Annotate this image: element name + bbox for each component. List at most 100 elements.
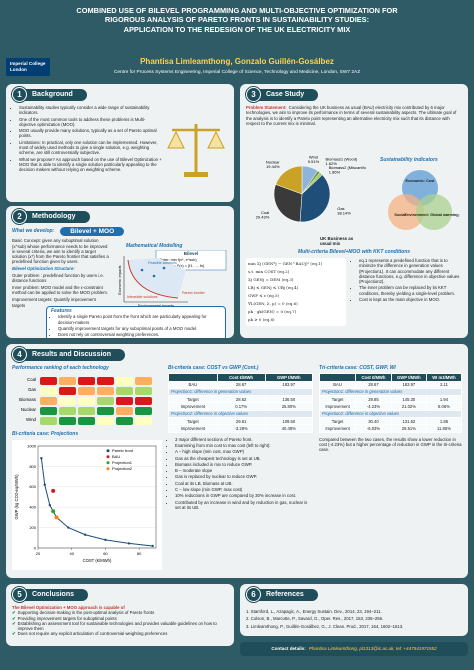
finding-item: 3 major different sections of Pareto fro… bbox=[175, 437, 313, 442]
pareto-label: Pareto frontier bbox=[182, 291, 206, 295]
finding-item: Gas as the cheapest technology is set at… bbox=[175, 456, 313, 461]
table-row: Target 29.61 109.50 bbox=[168, 417, 314, 426]
authors: Phantisa Limleamthong, Gonzalo Guillén-G… bbox=[140, 57, 334, 66]
bullet-item: MOO usually provide many solutions, typi… bbox=[19, 128, 162, 139]
pareto-line bbox=[40, 458, 153, 547]
legend-label: Projection1 bbox=[112, 460, 133, 465]
table-row: Improvement -3.28% 40.48% bbox=[168, 424, 314, 433]
pie-value-label: 9.51% bbox=[308, 159, 320, 164]
finding-item: Gas is replaced by nuclear to reduce GWP… bbox=[175, 474, 313, 479]
scale-base bbox=[184, 172, 208, 177]
legend-label: Pareto front bbox=[112, 448, 134, 453]
bullet-item: Sustainability studies typically conside… bbox=[19, 105, 162, 116]
results-table: Cost €/MWh GWP t/MWh BAU 28.67 183.97 Project… bbox=[168, 373, 314, 433]
conclusion-text: Establishing an assessment tool for sust… bbox=[17, 620, 217, 632]
x-tick-label: 40 bbox=[69, 551, 74, 556]
x-tick-label: 80 bbox=[137, 551, 142, 556]
table-cell: BAU bbox=[318, 380, 357, 389]
y-axis-label: Economic impacts bbox=[118, 265, 122, 294]
pareto-curve bbox=[127, 259, 179, 299]
rank-cell bbox=[97, 407, 114, 415]
features-title: Features bbox=[51, 308, 72, 314]
rank-cell bbox=[59, 387, 76, 395]
model-title: Mathematical Modelling bbox=[126, 243, 183, 249]
method-paragraph: Improvement targets: Quantify improvemen… bbox=[12, 297, 96, 308]
section-number: 1 bbox=[12, 87, 27, 102]
rank-cell bbox=[40, 387, 57, 395]
results-panel: 4 Results and Discussion Performance ranki… bbox=[6, 344, 468, 578]
rank-cell bbox=[97, 417, 114, 425]
rank-cell bbox=[135, 397, 152, 405]
feature-item: Does not rely on controversial weighting… bbox=[58, 332, 221, 337]
table-cell: -6.03% bbox=[355, 424, 392, 433]
table-cell: Projection2: difference in objective val… bbox=[319, 409, 462, 419]
section-heading: Methodology bbox=[22, 210, 90, 223]
rank-cell bbox=[40, 407, 57, 415]
x-tick-label: 60 bbox=[103, 551, 108, 556]
table-cell: -3.28% bbox=[216, 424, 266, 433]
feature-item: Quantify improvement targets for any sub… bbox=[58, 326, 221, 331]
header-cell: Cost €/MWh bbox=[355, 373, 392, 382]
y-tick-label: 800 bbox=[29, 464, 36, 469]
data-point bbox=[151, 544, 154, 548]
y-tick-label: 600 bbox=[29, 484, 36, 489]
equation: s.t. min COST (eq.2) bbox=[248, 269, 290, 274]
data-point bbox=[127, 542, 131, 545]
reference: 3. Limleamthong, P., Guillén-Gosálbez, G… bbox=[246, 623, 404, 629]
bullet-item: One of the most common tools to address … bbox=[19, 117, 162, 128]
pie-label: Gas bbox=[337, 206, 344, 211]
table-cell: 1.94 bbox=[425, 395, 463, 404]
conclusion-text: Providing improvement targets for subopt… bbox=[17, 615, 117, 621]
equation: Σj GENj = DEM (eq.3) bbox=[248, 277, 294, 282]
projections-title: Bi-criteria case: Projections bbox=[12, 431, 79, 437]
indicators-title: Sustainability indicators bbox=[380, 157, 438, 163]
conclusion-item: ✔ Providing improvement targets for subop… bbox=[12, 616, 228, 621]
develop-badge: Bilevel + MOO bbox=[60, 227, 125, 237]
technology-label: Nuclear bbox=[21, 407, 37, 412]
technology-label: Biomass bbox=[19, 397, 37, 402]
legend-label: Projection2 bbox=[112, 466, 133, 471]
finding-item: C – low slope (min GWP, max cost) bbox=[175, 487, 313, 492]
data-point bbox=[40, 457, 43, 460]
rank-cell bbox=[97, 397, 114, 405]
rank-cell bbox=[135, 387, 152, 395]
table-header: Cost €/MWh GWP t/MWh bbox=[168, 373, 314, 382]
background-text: Sustainability studies typically conside… bbox=[12, 105, 162, 173]
problem-label: Problem Statement: bbox=[246, 105, 287, 110]
section-number: 2 bbox=[12, 209, 27, 224]
rank-cell bbox=[40, 397, 57, 405]
check-mark: ✔ bbox=[12, 610, 16, 616]
finding-item: 10% reductions in GWP are compared by 30… bbox=[175, 493, 313, 498]
table-row: Improvement 0.17% 25.80% bbox=[168, 402, 314, 411]
note: eq.1 represents a predefined function th… bbox=[352, 258, 462, 302]
pie-value-label: 38.14% bbox=[337, 210, 351, 215]
pie-label: Biomass2 (Miscanthus) bbox=[329, 165, 366, 170]
section-header: 3 Case Study bbox=[246, 87, 319, 102]
conclusions-panel: 5 Conclusions The Bilevel Optimization + M… bbox=[6, 584, 234, 646]
pie-slice bbox=[275, 165, 303, 195]
rank-cell bbox=[40, 417, 57, 425]
reference: 1. Stamford, L., Azapagic, A., Energy Su… bbox=[246, 609, 382, 614]
data-point bbox=[51, 509, 56, 514]
method-paragraph: Inner problem: MOO model and the ε-const… bbox=[12, 285, 109, 296]
table-cell: -4.23% bbox=[355, 402, 392, 411]
kkt-title: Multi-criteria Bilevel+MOO with KKT cond… bbox=[297, 249, 411, 255]
bullet-item: What we propose? An approach based on th… bbox=[19, 157, 162, 173]
affiliation: Centre for Process Systems Engineering, … bbox=[113, 70, 361, 75]
pie-label: Wind bbox=[309, 155, 318, 160]
check-mark: ✔ bbox=[12, 620, 16, 626]
table-cell: Projection1: difference in generation va… bbox=[168, 387, 313, 397]
x-tick-label: 20 bbox=[36, 551, 41, 556]
bullet-item: Limitations: In practical, only one solu… bbox=[19, 140, 162, 156]
reference-list: 1. Stamford, L., Azapagic, A., Energy Su… bbox=[246, 605, 462, 629]
rank-cell bbox=[135, 377, 152, 385]
model-diagram: Bilevel Outer: min f(x*, x^sub) Inner: min… bbox=[118, 250, 227, 308]
table-cell: 28.51% bbox=[390, 424, 427, 433]
pie-slice bbox=[299, 174, 331, 223]
finding-item: Coal at its LB, Biomass at UB. bbox=[175, 481, 313, 486]
indicator-circle bbox=[388, 194, 424, 230]
indicator-label: Environment: Global warming potential bbox=[405, 213, 460, 217]
finding: 3 major different sections of Pareto fro… bbox=[168, 437, 313, 511]
rank-cell bbox=[78, 387, 95, 395]
table-cell: 11.85% bbox=[425, 424, 463, 433]
